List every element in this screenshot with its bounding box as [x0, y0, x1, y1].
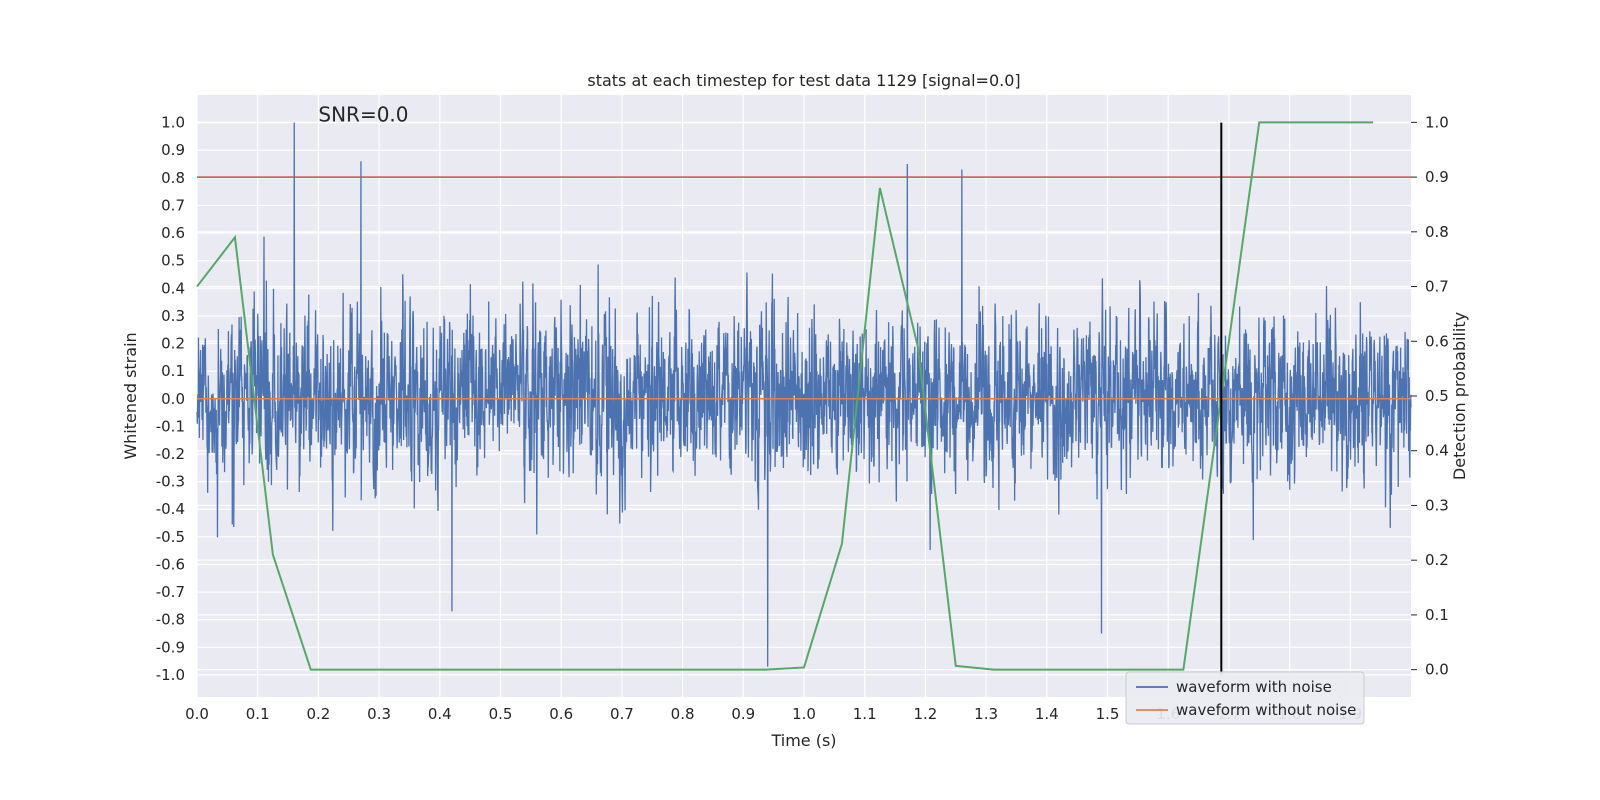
probability-line [196, 121, 1374, 671]
legend-box [1125, 671, 1365, 725]
noise-waveform-line [196, 122, 1412, 667]
x-tick-label: 1.0 [792, 705, 816, 723]
noise-series-layer [196, 122, 1412, 667]
x-tick-label: 0.5 [489, 705, 513, 723]
y-tick-label: -0.1 [156, 417, 185, 435]
y-tick-label: -0.7 [156, 583, 185, 601]
y2-tick-label: 0.8 [1425, 223, 1449, 241]
y2-tick-label: 0.3 [1425, 496, 1449, 514]
y2-tick-label: 0.0 [1425, 661, 1449, 679]
x-tick-label: 0.8 [671, 705, 695, 723]
y-tick-label: 0.0 [161, 390, 185, 408]
y2-tick-label: 0.6 [1425, 332, 1449, 350]
x-tick-label: 1.2 [913, 705, 937, 723]
y2-axis-label: Detection probability [1450, 312, 1469, 480]
legend-entry-noise: waveform with noise [1176, 678, 1332, 696]
y-tick-label: -0.6 [156, 555, 185, 573]
y-tick-label: 0.6 [161, 224, 185, 242]
y-tick-label: 0.7 [161, 196, 185, 214]
x-tick-label: 0.6 [549, 705, 573, 723]
y2-tick-label: 0.2 [1425, 551, 1449, 569]
overlay-layer [196, 121, 1411, 675]
y2-tick-label: 0.1 [1425, 606, 1449, 624]
y-tick-label: 0.2 [161, 335, 185, 353]
y-axis-label: Whitened strain [121, 332, 140, 459]
x-axis-label: Time (s) [770, 731, 836, 750]
y-tick-label: -0.8 [156, 611, 185, 629]
x-tick-label: 0.3 [367, 705, 391, 723]
x-tick-label: 1.4 [1035, 705, 1059, 723]
y-tick-label: 0.1 [161, 362, 185, 380]
y-tick-label: -0.5 [156, 528, 185, 546]
y2-tick-label: 0.9 [1425, 168, 1449, 186]
y2-tick-label: 0.4 [1425, 442, 1449, 460]
x-tick-label: 0.2 [306, 705, 330, 723]
y-tick-label: 0.4 [161, 279, 185, 297]
y-tick-label: 0.5 [161, 252, 185, 270]
y-axis-ticks: 1.0 0.9 0.8 0.7 0.6 0.5 0.4 0.3 0.2 0.1 0.0 -0.1 -0.… [156, 114, 185, 684]
x-tick-label: 0.4 [428, 705, 452, 723]
snr-annotation: SNR=0.0 [318, 103, 408, 127]
y2-axis-ticks: 1.0 0.9 0.8 0.7 0.6 0.5 0.4 0.3 0.2 0.1 0.0 [1411, 113, 1449, 679]
y-tick-label: -1.0 [156, 666, 185, 684]
y-tick-label: 1.0 [161, 114, 185, 132]
y2-tick-label: 1.0 [1425, 113, 1449, 131]
x-tick-label: 0.9 [731, 705, 755, 723]
x-tick-label: 0.0 [185, 705, 209, 723]
y-tick-label: -0.4 [156, 500, 185, 518]
y-tick-label: 0.3 [161, 307, 185, 325]
x-tick-label: 1.3 [974, 705, 998, 723]
y2-tick-label: 0.7 [1425, 278, 1449, 296]
chart-title: stats at each timestep for test data 112… [587, 71, 1020, 90]
y2-tick-label: 0.5 [1425, 387, 1449, 405]
x-tick-label: 1.5 [1096, 705, 1120, 723]
y-tick-label: 0.8 [161, 169, 185, 187]
y-tick-label: -0.2 [156, 445, 185, 463]
legend-entry-clean: waveform without noise [1176, 701, 1356, 719]
legend: waveform with noise waveform without noi… [1125, 671, 1365, 725]
y-tick-label: -0.3 [156, 473, 185, 491]
y-tick-label: 0.9 [161, 141, 185, 159]
x-tick-label: 0.1 [246, 705, 270, 723]
y-tick-label: -0.9 [156, 638, 185, 656]
x-tick-label: 1.1 [853, 705, 877, 723]
x-tick-label: 0.7 [610, 705, 634, 723]
